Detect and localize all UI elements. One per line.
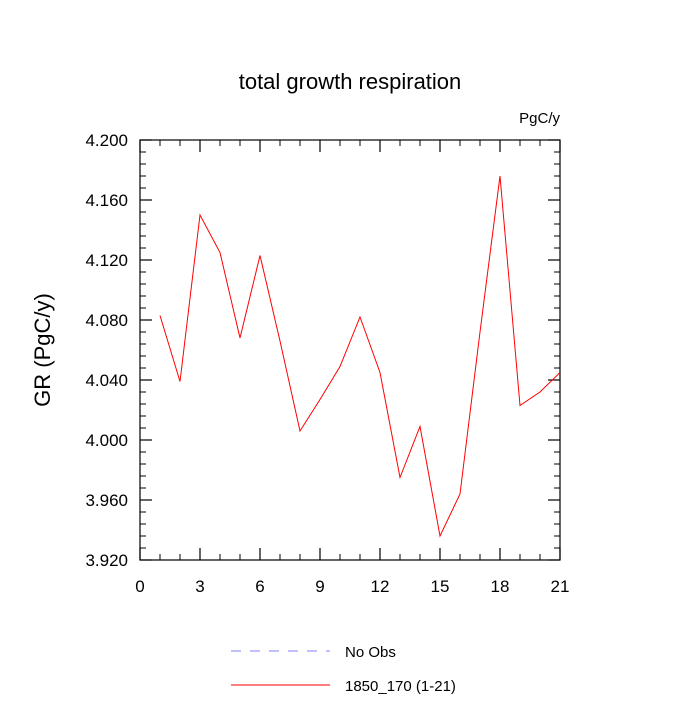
- x-tick-label: 0: [135, 577, 144, 596]
- x-tick-label: 15: [431, 577, 450, 596]
- y-tick-label: 3.920: [85, 551, 128, 570]
- y-tick-labels: 3.920 3.960 4.000 4.040 4.080 4.120 4.160 4.200: [85, 131, 128, 570]
- y-tick-label: 4.080: [85, 311, 128, 330]
- x-tick-labels: 0 3 6 9 12 15 18 21: [135, 577, 569, 596]
- y-tick-label: 4.040: [85, 371, 128, 390]
- series-line-1850-170: [159, 175, 561, 538]
- legend-label-1850-170: 1850_170 (1-21): [345, 678, 456, 695]
- y-axis-label: GR (PgC/y): [30, 293, 55, 407]
- x-tick-label: 18: [491, 577, 510, 596]
- y-tick-label: 4.120: [85, 251, 128, 270]
- legend: No Obs 1850_170 (1-21): [231, 644, 456, 695]
- x-tick-label: 12: [371, 577, 390, 596]
- plot-frame: [139, 139, 561, 561]
- legend-label-no-obs: No Obs: [345, 644, 396, 661]
- y-tick-label: 3.960: [85, 491, 128, 510]
- units-label: PgC/y: [519, 110, 560, 127]
- y-tick-label: 4.000: [85, 431, 128, 450]
- x-tick-label: 6: [255, 577, 264, 596]
- x-tick-label: 9: [315, 577, 324, 596]
- y-tick-label: 4.160: [85, 191, 128, 210]
- chart-title: total growth respiration: [239, 69, 462, 94]
- major-ticks: [139, 139, 561, 561]
- series-group: [159, 175, 561, 538]
- x-tick-label: 3: [195, 577, 204, 596]
- y-tick-label: 4.200: [85, 131, 128, 150]
- minor-ticks: [140, 140, 560, 560]
- x-tick-label: 21: [551, 577, 570, 596]
